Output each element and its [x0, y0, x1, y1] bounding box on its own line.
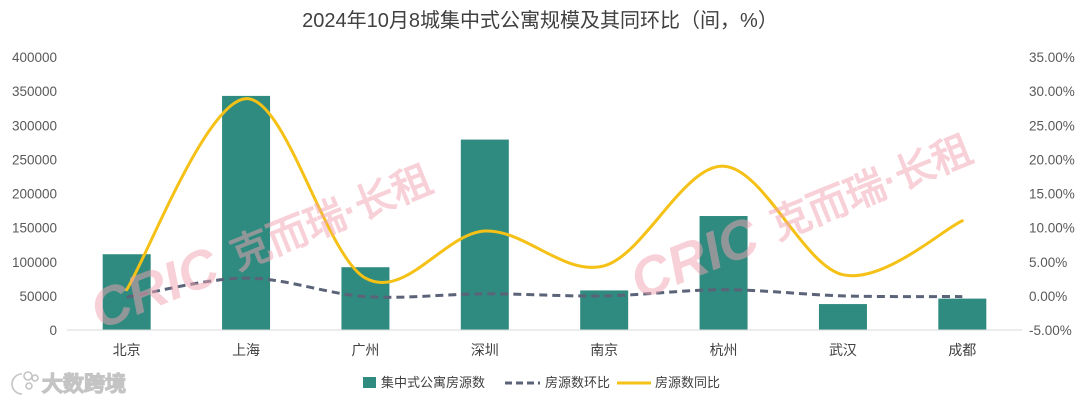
bar-南京 [580, 290, 629, 330]
x-tick-label: 南京 [590, 342, 618, 358]
right-tick-label: 30.00% [1029, 84, 1075, 99]
source-logo-icon [11, 371, 39, 395]
bar-成都 [938, 298, 987, 330]
chart-title: 2024年10月8城集中式公寓规模及其同环比（间，%） [302, 9, 778, 32]
right-tick-label: 35.00% [1029, 50, 1075, 65]
line-series [125, 97, 964, 299]
right-tick-label: 15.00% [1029, 187, 1075, 202]
legend: 集中式公寓房源数 房源数环比 房源数同比 [363, 375, 720, 390]
bar-上海 [222, 95, 271, 330]
legend-swatch-bar [363, 377, 376, 388]
left-tick-label: 200000 [12, 187, 57, 202]
right-axis: -5.00% 0.00% 5.00% 10.00% 15.00% 20.00% 25.00%… [1029, 50, 1075, 338]
x-tick-label: 杭州 [710, 342, 738, 358]
left-tick-label: 150000 [12, 221, 57, 236]
left-tick-label: 350000 [12, 84, 57, 99]
x-tick-label: 上海 [232, 342, 260, 358]
legend-item-bar: 集中式公寓房源数 [363, 375, 485, 390]
legend-item-mom: 房源数环比 [505, 375, 610, 390]
left-tick-label: 50000 [19, 289, 57, 304]
x-tick-label: 成都 [948, 342, 976, 358]
legend-label-bar: 集中式公寓房源数 [381, 375, 485, 390]
right-tick-label: 25.00% [1029, 118, 1075, 133]
right-tick-label: 20.00% [1029, 152, 1075, 167]
bar-武汉 [818, 304, 867, 330]
left-axis: 0 50000 100000 150000 200000 250000 300000 3500… [12, 50, 57, 338]
brand-watermark-mark: CRIC [82, 236, 228, 341]
source-logo-watermark: 大数跨境 [11, 371, 127, 397]
right-tick-label: -5.00% [1029, 323, 1072, 338]
bar-北京 [102, 254, 151, 330]
left-tick-label: 300000 [12, 118, 57, 133]
x-tick-label: 深圳 [471, 342, 499, 358]
legend-item-yoy: 房源数同比 [617, 375, 720, 390]
left-tick-label: 400000 [12, 50, 57, 65]
left-tick-label: 250000 [12, 152, 57, 167]
left-tick-label: 100000 [12, 255, 57, 270]
brand-watermark-2: CRIC 克而瑞·长租 [622, 128, 979, 311]
right-tick-label: 10.00% [1029, 221, 1075, 236]
bar-杭州 [699, 216, 748, 330]
left-tick-label: 0 [49, 323, 57, 338]
source-logo-text: 大数跨境 [42, 372, 126, 396]
bar-series [102, 95, 987, 330]
x-tick-label: 广州 [351, 342, 379, 358]
series-line-mom [126, 276, 963, 299]
x-tick-label: 武汉 [829, 342, 857, 358]
right-tick-label: 5.00% [1029, 255, 1067, 270]
series-line-yoy [125, 97, 964, 292]
x-axis-labels: 北京 上海 广州 深圳 南京 杭州 武汉 成都 [113, 342, 977, 358]
x-tick-label: 北京 [113, 342, 141, 358]
legend-label-mom: 房源数环比 [545, 375, 610, 390]
right-tick-label: 0.00% [1029, 289, 1067, 304]
legend-label-yoy: 房源数同比 [655, 375, 720, 390]
